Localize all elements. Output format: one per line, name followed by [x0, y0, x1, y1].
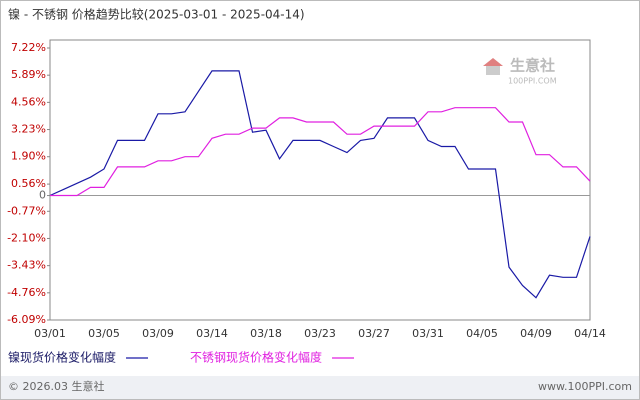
- y-tick-label: 1.90%: [11, 150, 46, 163]
- x-tick-label: 03/09: [142, 327, 174, 340]
- y-tick-label: 3.23%: [11, 123, 46, 136]
- y-tick-label: -2.10%: [7, 231, 46, 244]
- footer-right: www.100PPI.com: [538, 380, 632, 393]
- y-tick-label: 7.22%: [11, 41, 46, 54]
- watermark-text: 生意社: [510, 57, 555, 75]
- y-tick-label: -6.09%: [7, 313, 46, 326]
- y-tick-label: -0.77%: [7, 204, 46, 217]
- x-tick-label: 03/31: [412, 327, 444, 340]
- y-tick-label: 4.56%: [11, 95, 46, 108]
- y-tick-label: -3.43%: [7, 259, 46, 272]
- y-tick-label: 0: [39, 189, 46, 202]
- watermark-text: 100PPI.COM: [508, 77, 557, 86]
- footer-left: © 2026.03 生意社: [8, 379, 104, 393]
- plot-area: [49, 39, 591, 321]
- series-line: [49, 70, 591, 299]
- y-tick-label: 5.89%: [11, 68, 46, 81]
- y-tick-label: 0.56%: [11, 177, 46, 190]
- x-tick-label: 03/05: [88, 327, 120, 340]
- legend-label: 镍现货价格变化幅度: [8, 350, 116, 365]
- x-tick-label: 03/01: [34, 327, 66, 340]
- x-tick-label: 03/27: [358, 327, 390, 340]
- x-tick-label: 03/18: [250, 327, 282, 340]
- chart-title: 镍 - 不锈钢 价格趋势比较(2025-03-01 - 2025-04-14): [8, 7, 305, 22]
- x-tick-label: 04/09: [520, 327, 552, 340]
- footer-bar: [1, 376, 639, 399]
- x-tick-label: 04/05: [466, 327, 498, 340]
- watermark-icon: [483, 58, 503, 66]
- x-tick-label: 03/14: [196, 327, 228, 340]
- x-tick-label: 03/23: [304, 327, 336, 340]
- watermark: 生意社 100PPI.COM: [483, 57, 557, 86]
- watermark-icon: [486, 66, 500, 75]
- series-line: [50, 107, 591, 197]
- legend-label: 不锈钢现货价格变化幅度: [190, 350, 322, 365]
- x-tick-label: 04/14: [574, 327, 606, 340]
- y-tick-label: -4.76%: [7, 286, 46, 299]
